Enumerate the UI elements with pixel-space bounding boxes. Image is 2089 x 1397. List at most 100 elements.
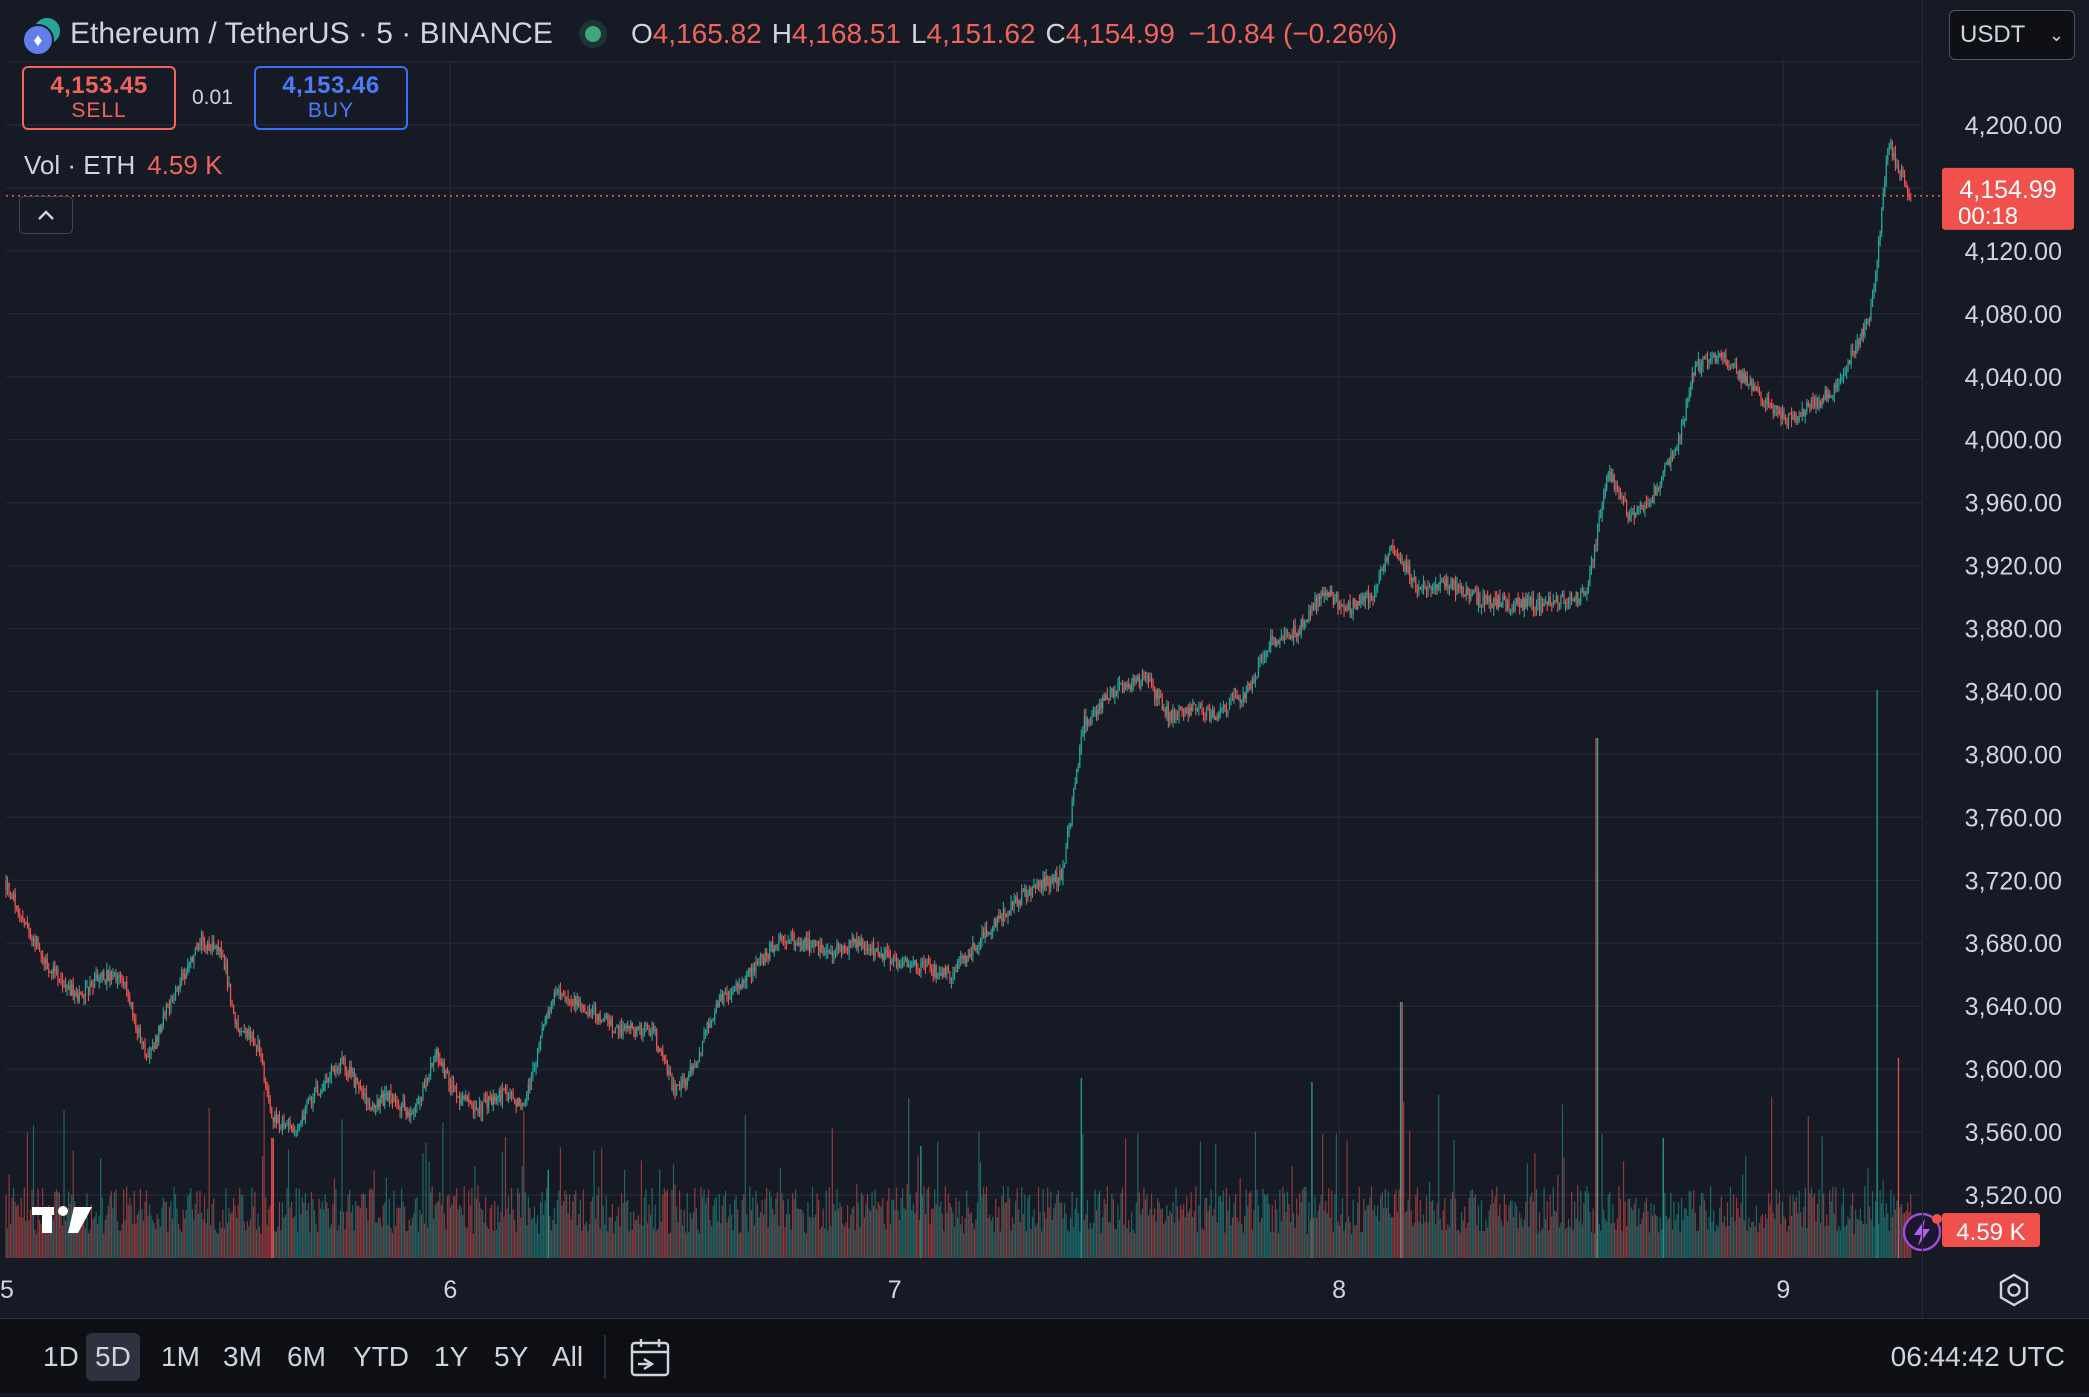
candle-body — [920, 962, 922, 973]
candle-body — [539, 1035, 542, 1045]
volume-bar — [872, 1205, 875, 1258]
candle-body — [1331, 589, 1333, 596]
candle-body — [596, 1017, 598, 1021]
volume-bar — [1164, 1220, 1166, 1258]
volume-bar — [1496, 1186, 1498, 1258]
volume-bar — [1352, 1199, 1354, 1258]
volume-bar — [1366, 1205, 1368, 1258]
volume-bar — [1079, 1231, 1081, 1258]
currency-select[interactable]: USDT ⌄ — [1949, 10, 2075, 60]
range-button-ytd[interactable]: YTD — [353, 1341, 409, 1372]
range-button-1y[interactable]: 1Y — [434, 1341, 469, 1372]
candle-body — [1199, 703, 1202, 705]
range-button-1m[interactable]: 1M — [161, 1341, 200, 1372]
volume-bar — [1870, 1219, 1872, 1258]
tradingview-logo-icon[interactable] — [30, 1198, 94, 1248]
collapse-legend-button[interactable] — [19, 196, 73, 234]
candle-body — [934, 964, 936, 977]
volume-bar — [1558, 1227, 1560, 1258]
candle-body — [510, 1093, 513, 1096]
candle-body — [243, 1031, 245, 1033]
candle-body — [452, 1082, 455, 1086]
volume-bar — [964, 1218, 966, 1258]
volume-bar — [1121, 1187, 1124, 1258]
candle-body — [1329, 589, 1331, 597]
volume-bar — [358, 1205, 360, 1258]
volume-bar — [909, 1194, 911, 1258]
volume-bar — [1065, 1213, 1067, 1258]
candle-body — [75, 992, 77, 995]
volume-bar — [401, 1188, 403, 1258]
volume-bar — [1697, 1230, 1699, 1258]
candle-body — [1053, 877, 1055, 882]
range-button-all[interactable]: All — [552, 1341, 584, 1372]
candle-body — [1549, 596, 1551, 604]
candle-body — [165, 1005, 167, 1015]
candle-body — [636, 1027, 638, 1037]
volume-bar — [1899, 1206, 1901, 1258]
candle-body — [738, 985, 740, 989]
gear-icon[interactable] — [1996, 1272, 2032, 1308]
candle-body — [996, 915, 998, 926]
candle-body — [32, 938, 35, 942]
volume-bar — [97, 1223, 99, 1258]
candle-body — [900, 964, 902, 967]
volume-bar — [1060, 1202, 1063, 1258]
sell-button[interactable]: 4,153.45 SELL — [22, 66, 176, 130]
candle-body — [1580, 592, 1582, 602]
range-button-6m[interactable]: 6M — [287, 1341, 326, 1372]
candle-body — [1873, 285, 1875, 296]
volume-legend[interactable]: Vol · ETH 4.59 K — [24, 150, 222, 181]
toolbar-divider — [604, 1335, 606, 1379]
volume-bar — [481, 1210, 484, 1258]
candle-body — [52, 966, 54, 974]
candle-body — [1308, 611, 1310, 622]
volume-bar — [1125, 1138, 1127, 1258]
volume-bar — [1874, 1201, 1877, 1258]
volume-bar — [767, 1227, 769, 1258]
utc-clock[interactable]: 06:44:42 UTC — [1890, 1341, 2065, 1372]
range-button-5y[interactable]: 5Y — [494, 1341, 529, 1372]
volume-bar — [452, 1195, 455, 1258]
buy-button[interactable]: 4,153.46 BUY — [254, 66, 408, 130]
volume-bar — [1157, 1198, 1159, 1258]
range-button-1d[interactable]: 1D — [43, 1341, 79, 1372]
go-to-date-calendar-icon[interactable] — [628, 1337, 674, 1379]
volume-bar — [1312, 1217, 1315, 1258]
candle-body — [69, 985, 71, 995]
volume-bar — [770, 1196, 772, 1258]
volume-bar — [220, 1228, 222, 1258]
volume-bar — [1841, 1204, 1843, 1258]
candle-body — [536, 1048, 539, 1061]
volume-bar — [579, 1199, 581, 1258]
range-button-3m[interactable]: 3M — [223, 1341, 262, 1372]
range-button-5d[interactable]: 5D — [86, 1333, 140, 1381]
volume-bar — [1459, 1232, 1461, 1258]
volume-bar — [1735, 1197, 1738, 1258]
volume-bar — [1045, 1218, 1047, 1258]
market-open-status-icon[interactable] — [584, 26, 601, 42]
candle-body — [323, 1083, 325, 1091]
candle-body — [263, 1065, 265, 1082]
volume-bar — [958, 1200, 960, 1258]
candle-body — [966, 955, 968, 964]
symbol-title[interactable]: Ethereum / TetherUS · 5 · BINANCE — [70, 17, 553, 50]
volume-bar — [882, 1198, 884, 1258]
volume-bar — [356, 1205, 358, 1258]
candle-body — [1289, 635, 1292, 640]
candle-body — [1286, 632, 1289, 634]
candle-body — [1190, 707, 1192, 711]
symbol-legend[interactable]: ♦ Ethereum / TetherUS · 5 · BINANCE O 4,1… — [22, 12, 1397, 56]
chart-axes: 3,520.003,560.003,600.003,640.003,680.00… — [0, 112, 2062, 1304]
candle-body — [1398, 556, 1400, 560]
volume-bar — [155, 1229, 157, 1258]
candle-body — [1816, 398, 1819, 409]
candle-body — [1306, 621, 1308, 623]
candle-body — [229, 983, 232, 1002]
price-axis-border — [1922, 0, 1923, 1318]
candle-body — [1528, 598, 1530, 600]
volume-bar — [678, 1190, 681, 1258]
volume-bar — [759, 1211, 762, 1258]
